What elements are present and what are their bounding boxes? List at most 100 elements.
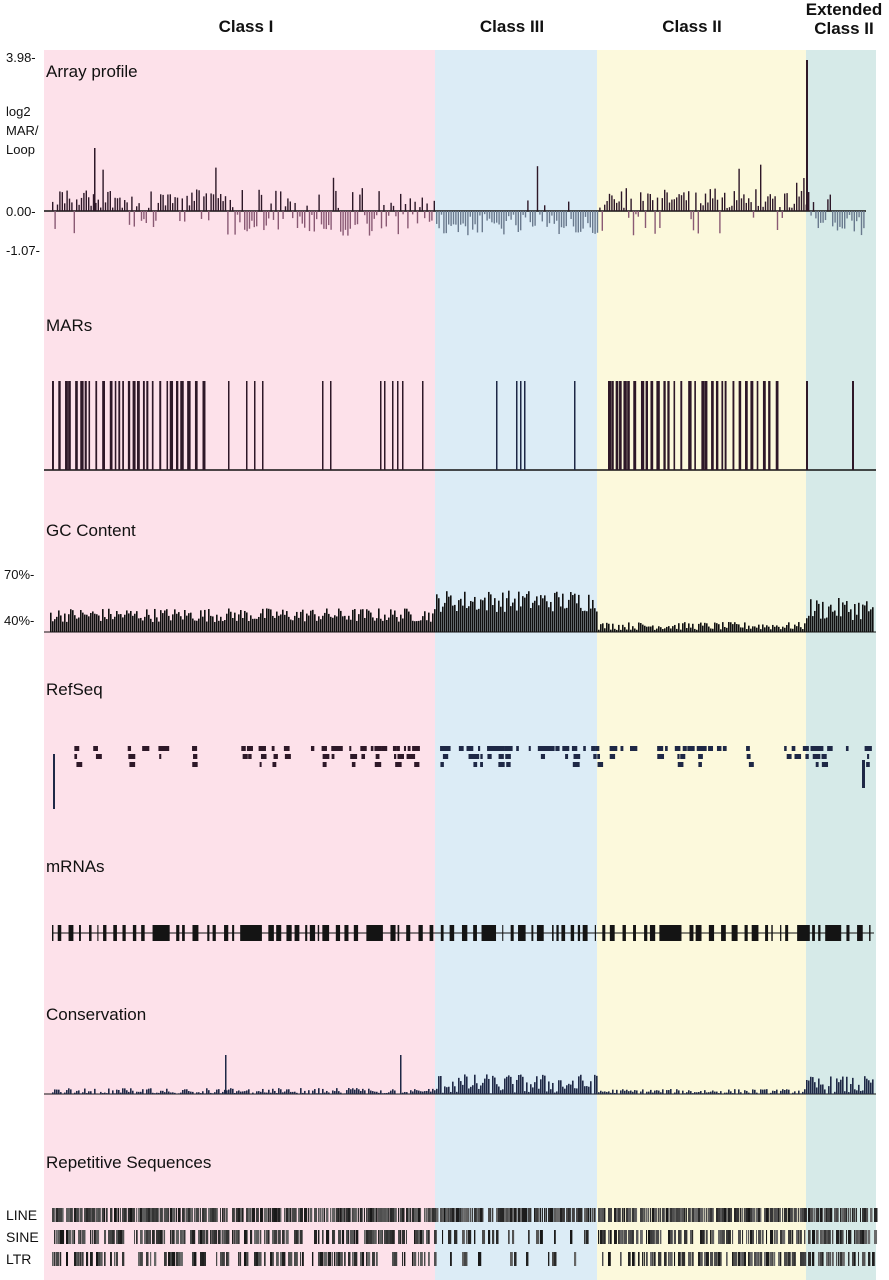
gc-bar: [242, 618, 244, 632]
repeat-element: [216, 1230, 218, 1244]
repeat-element: [708, 1208, 711, 1222]
repeat-element: [430, 1208, 432, 1222]
refseq-gene: [597, 762, 604, 767]
conservation-bar: [344, 1093, 346, 1094]
repeat-element: [746, 1230, 748, 1244]
gc-bar: [552, 611, 554, 632]
refseq-gene: [142, 746, 150, 751]
repeat-element: [436, 1208, 439, 1222]
repeat-element: [184, 1208, 186, 1222]
gc-bar: [614, 628, 616, 632]
repeat-element: [602, 1230, 605, 1244]
repeat-element: [118, 1230, 121, 1244]
mrna-block: [113, 925, 117, 941]
array-profile-bar: [810, 211, 812, 216]
repeat-element: [504, 1208, 508, 1222]
repeat-element: [726, 1252, 728, 1266]
gc-bar: [302, 609, 304, 632]
repeat-element: [126, 1208, 128, 1222]
repeat-element: [628, 1252, 631, 1266]
repeat-element: [158, 1208, 160, 1222]
gc-bar: [808, 615, 810, 632]
array-profile-bar: [544, 205, 546, 211]
array-profile-bar: [656, 197, 659, 211]
refseq-gene: [492, 746, 500, 751]
repeat-element: [500, 1208, 503, 1222]
conservation-bar: [220, 1093, 222, 1094]
repeat-element: [600, 1230, 603, 1244]
conservation-bar: [404, 1091, 406, 1094]
array-profile-bar: [347, 211, 349, 236]
gc-bar: [612, 623, 614, 632]
repeat-element: [158, 1230, 162, 1244]
repeat-element: [58, 1230, 61, 1244]
mar-bar: [756, 381, 759, 470]
repeat-element: [624, 1208, 626, 1222]
conservation-bar: [178, 1093, 180, 1094]
repeat-element: [288, 1252, 291, 1266]
array-profile-bar: [289, 201, 291, 211]
repeat-element: [144, 1230, 148, 1244]
region-header-extended-class-ii: Extended Class II: [796, 0, 889, 38]
conservation-bar: [356, 1088, 358, 1094]
array-profile-bar: [486, 211, 488, 221]
conservation-bar: [602, 1091, 604, 1094]
repeat-element: [728, 1230, 731, 1244]
refseq-gene: [261, 746, 266, 751]
conservation-bar: [388, 1092, 390, 1094]
repeat-element: [168, 1252, 172, 1266]
array-profile-bar: [436, 211, 438, 224]
gc-bar: [90, 612, 92, 632]
repeat-element: [324, 1208, 326, 1222]
conservation-bar: [706, 1092, 708, 1094]
repeat-element: [320, 1208, 322, 1222]
array-profile-bar: [844, 211, 846, 229]
gc-bar: [266, 608, 268, 632]
gc-bar: [62, 621, 64, 632]
repeat-element: [796, 1230, 800, 1244]
repeat-element: [514, 1252, 517, 1266]
conservation-bar: [180, 1092, 182, 1094]
repeat-element: [404, 1252, 406, 1266]
repeat-element: [204, 1208, 207, 1222]
mar-bar: [721, 381, 724, 470]
gc-bar: [538, 605, 540, 632]
gc-bar: [674, 624, 676, 632]
conservation-bar: [228, 1089, 230, 1094]
mrna-block: [689, 925, 694, 941]
refseq-gene: [374, 762, 382, 767]
gc-bar: [568, 599, 570, 632]
repeat-element: [252, 1208, 256, 1222]
repeat-element: [228, 1252, 230, 1266]
gc-bar: [76, 618, 78, 632]
refseq-gene: [701, 746, 707, 751]
array-profile-bar: [834, 211, 836, 223]
repeat-element: [326, 1208, 329, 1222]
array-profile-bar: [388, 211, 390, 216]
conservation-bar: [476, 1083, 478, 1094]
repeat-element: [344, 1252, 346, 1266]
repeat-element: [78, 1230, 81, 1244]
repeat-element: [720, 1252, 722, 1266]
gc-bar: [428, 612, 430, 632]
refseq-gene: [193, 754, 198, 759]
gc-bar: [850, 609, 852, 632]
conservation-bar: [464, 1074, 466, 1094]
repeat-element: [474, 1208, 477, 1222]
array-profile-bar: [332, 177, 335, 211]
array-profile-bar: [496, 211, 498, 223]
gc-bar: [448, 596, 450, 632]
array-profile-bar: [616, 202, 618, 211]
conservation-bar: [350, 1089, 352, 1094]
repeat-element: [392, 1230, 395, 1244]
repeat-element: [442, 1208, 446, 1222]
repeat-element: [408, 1208, 412, 1222]
array-profile-bar: [270, 203, 272, 211]
repeat-element: [652, 1230, 656, 1244]
repeat-element: [418, 1208, 421, 1222]
array-profile-bar: [268, 211, 270, 219]
array-profile-bar: [678, 194, 680, 211]
conservation-bar: [516, 1079, 518, 1094]
mar-bar: [775, 381, 779, 470]
repeat-element: [744, 1208, 746, 1222]
